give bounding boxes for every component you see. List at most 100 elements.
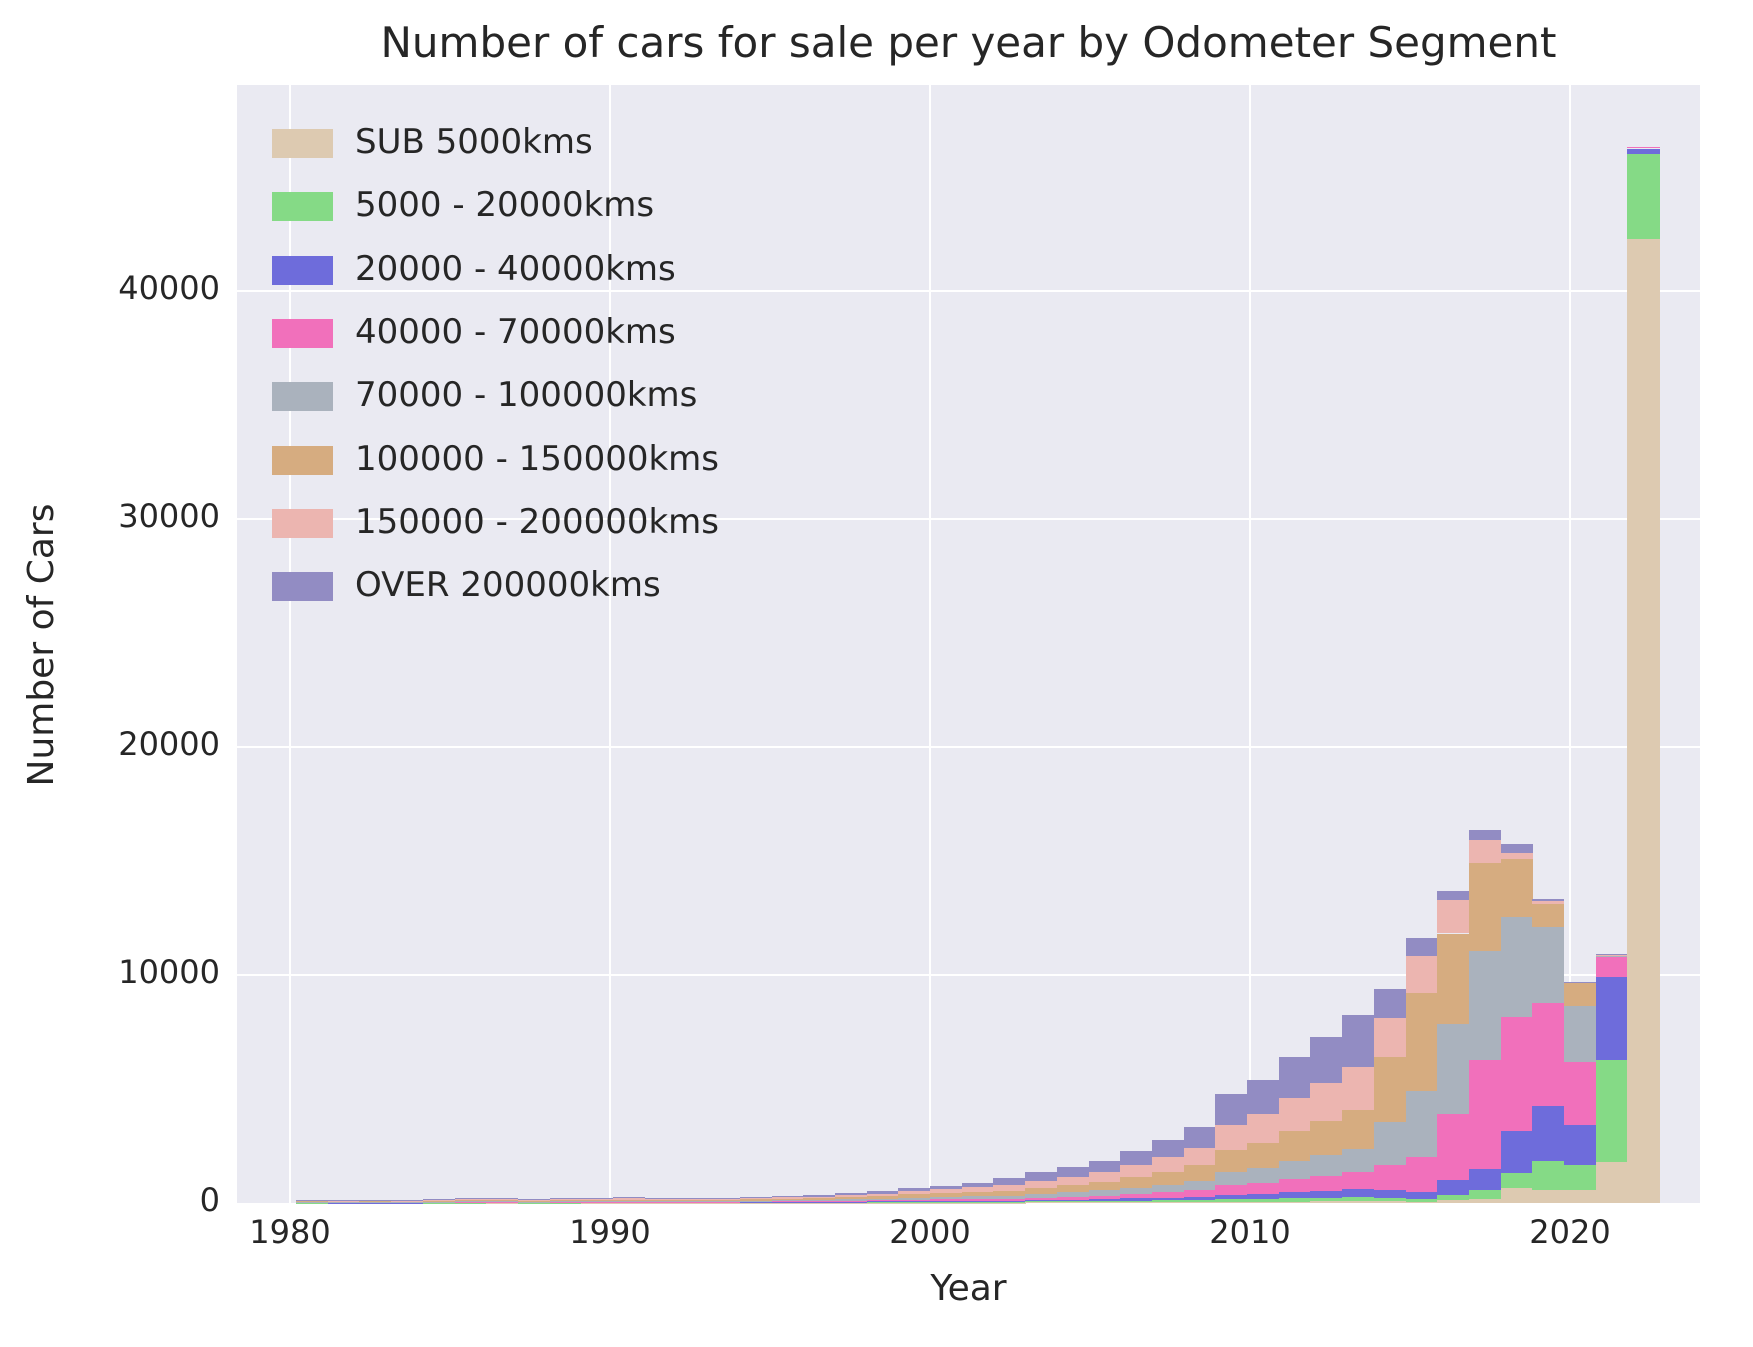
y-tick-label: 40000 (118, 269, 220, 307)
bar-segment (961, 1201, 994, 1203)
bar-segment (708, 1200, 741, 1202)
bar-segment (961, 1195, 994, 1199)
bar-segment (296, 1200, 329, 1202)
bar-segment (1342, 1067, 1375, 1111)
bar-segment (581, 1201, 614, 1203)
bar-segment (1151, 1139, 1185, 1158)
bar-segment (866, 1193, 899, 1197)
bar-segment (581, 1201, 614, 1202)
y-tick-label: 10000 (118, 953, 220, 991)
bar-segment (1025, 1197, 1058, 1201)
bar-segment (1088, 1199, 1121, 1201)
bar-segment (1056, 1199, 1089, 1202)
bar-segment (1373, 1165, 1406, 1191)
bar-segment (391, 1200, 424, 1202)
bar-segment (1120, 1194, 1153, 1199)
bar-segment (1151, 1202, 1185, 1203)
bar-segment (898, 1188, 931, 1192)
legend-swatch-20000-40000kms (272, 255, 333, 285)
bar-segment (1500, 1173, 1533, 1189)
bar-segment (644, 1201, 677, 1202)
bar-segment (961, 1187, 994, 1192)
bar-segment (1025, 1200, 1058, 1202)
bar-segment (517, 1201, 551, 1203)
bar-segment (1342, 1014, 1375, 1068)
bar-segment (1405, 993, 1438, 1092)
bar-segment (866, 1191, 899, 1194)
bar-segment (1247, 1167, 1280, 1183)
bar-segment (993, 1184, 1026, 1191)
bar-segment (1405, 1199, 1438, 1202)
bar-segment (739, 1197, 772, 1200)
bar-segment (1183, 1199, 1216, 1202)
bar-segment (1025, 1201, 1058, 1203)
bar-segment (1025, 1172, 1058, 1181)
bar-segment (993, 1178, 1026, 1185)
bar-segment (1247, 1198, 1280, 1202)
bar-segment (898, 1197, 931, 1200)
bar-segment (1532, 1160, 1565, 1191)
bar-segment (1215, 1194, 1248, 1200)
bar-segment (1183, 1127, 1216, 1148)
bar-segment (613, 1198, 646, 1200)
bar-segment (1373, 1198, 1406, 1202)
legend-swatch-over-200000kms (272, 572, 333, 602)
bar-segment (1468, 1060, 1502, 1169)
bar-segment (1215, 1199, 1248, 1202)
bar-segment (296, 1199, 329, 1201)
bar-segment (1120, 1177, 1153, 1188)
bar-segment (1120, 1165, 1153, 1178)
bar-segment (1532, 900, 1565, 904)
bar-segment (739, 1200, 772, 1202)
bar-segment (296, 1200, 329, 1201)
legend-item-label: 5000 - 20000kms (355, 185, 655, 226)
vertical-gridline (929, 85, 931, 1203)
bar-segment (1215, 1094, 1248, 1125)
bar-segment (834, 1195, 868, 1198)
bar-segment (1183, 1165, 1216, 1181)
horizontal-gridline (237, 290, 1700, 292)
bar-segment (1437, 1180, 1470, 1195)
x-axis-label: Year (930, 1268, 1007, 1309)
bar-segment (549, 1198, 582, 1200)
bar-segment (1183, 1190, 1216, 1197)
bar-segment (1278, 1179, 1311, 1193)
bar-segment (1405, 1201, 1438, 1203)
bar-segment (898, 1199, 931, 1202)
bar-segment (1437, 933, 1470, 1025)
bar-segment (1025, 1202, 1058, 1203)
bar-segment (1247, 1182, 1280, 1194)
bar-segment (454, 1198, 487, 1200)
legend-item-label: 20000 - 40000kms (355, 248, 676, 289)
bar-segment (1532, 898, 1565, 901)
bar-segment (1373, 1201, 1406, 1203)
bar-segment (898, 1201, 931, 1202)
bar-segment (866, 1202, 899, 1203)
bar-segment (1405, 955, 1438, 994)
bar-segment (1120, 1200, 1153, 1203)
bar-segment (1215, 1185, 1248, 1195)
bar-segment (1532, 1190, 1565, 1203)
bar-segment (1405, 1157, 1438, 1192)
bar-segment (1278, 1131, 1311, 1162)
bar-segment (1310, 1190, 1343, 1198)
bar-segment (1215, 1201, 1248, 1203)
bar-segment (866, 1200, 899, 1202)
bar-segment (517, 1200, 551, 1202)
bar-segment (1088, 1160, 1121, 1173)
bar-segment (422, 1201, 455, 1203)
x-tick-label: 1990 (569, 1213, 651, 1251)
bar-segment (1151, 1192, 1185, 1198)
y-tick-label: 0 (199, 1181, 220, 1219)
bar-segment (1627, 238, 1660, 1203)
bar-segment (1278, 1201, 1311, 1203)
bar-segment (1532, 926, 1565, 1003)
bar-segment (1564, 982, 1597, 1006)
bar-segment (961, 1191, 994, 1196)
bar-segment (708, 1197, 741, 1199)
bar-segment (866, 1201, 899, 1203)
bar-segment (1373, 1190, 1406, 1199)
bar-segment (866, 1196, 899, 1199)
bar-segment (549, 1201, 582, 1202)
